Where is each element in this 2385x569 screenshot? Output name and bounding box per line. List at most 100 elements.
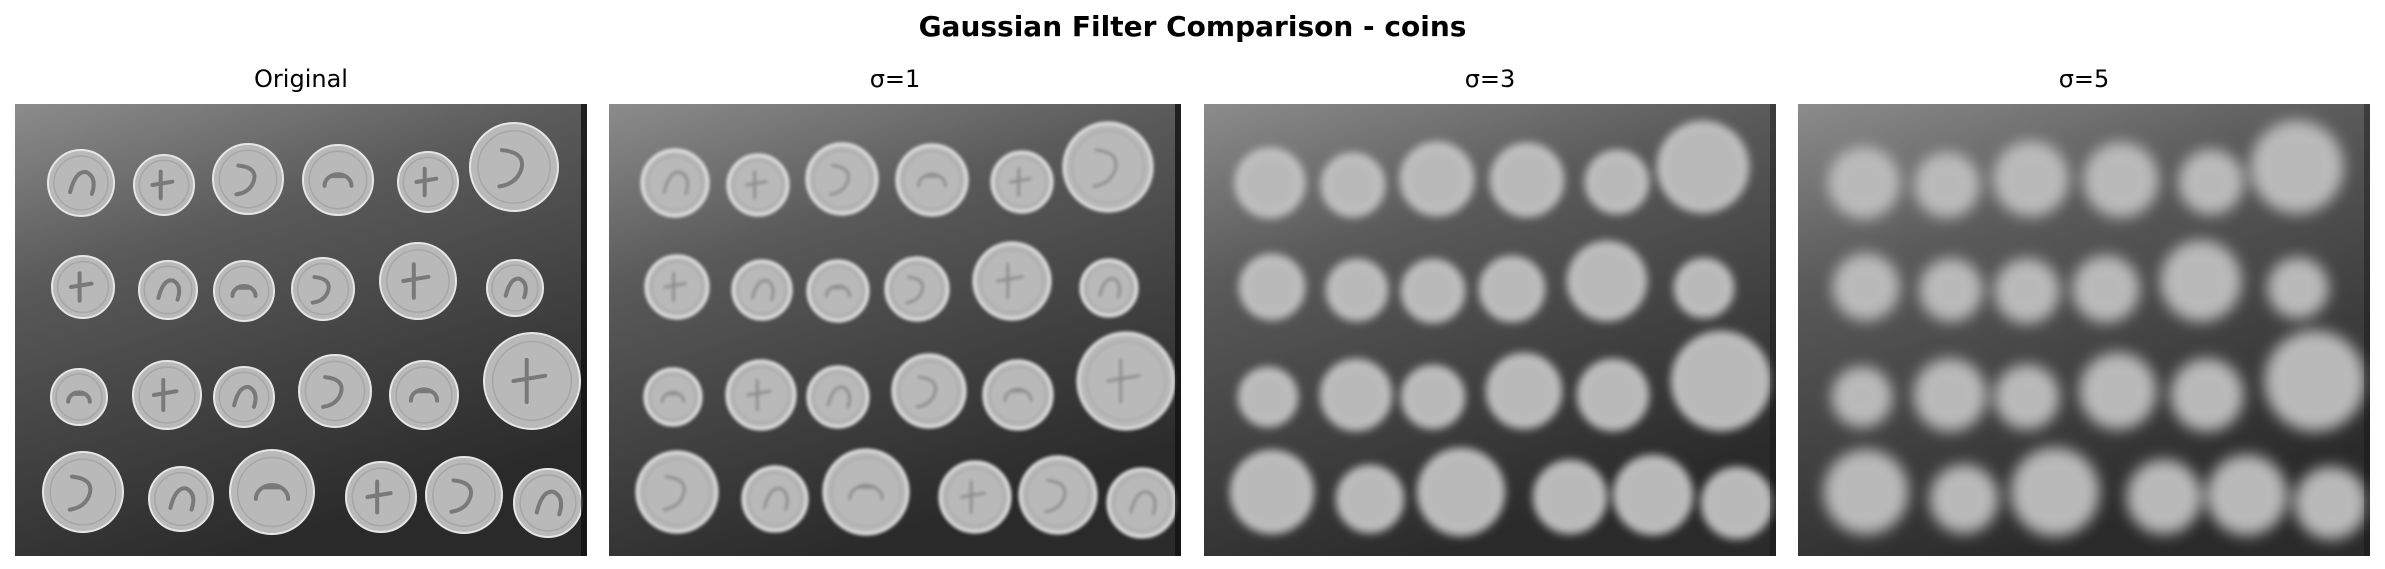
coin (229, 449, 315, 535)
coin (132, 360, 202, 430)
coin (1577, 359, 1649, 431)
coin (1401, 365, 1465, 429)
coin (1079, 258, 1139, 318)
coin (1486, 353, 1562, 429)
coin (138, 260, 198, 320)
coin (42, 451, 124, 533)
coin (2207, 455, 2287, 535)
coin (1321, 153, 1385, 217)
coin (513, 468, 583, 538)
coin (1326, 259, 1388, 321)
coin (1613, 455, 1693, 535)
coin (805, 142, 879, 216)
coin (148, 466, 214, 532)
panel-title-original: Original (254, 65, 348, 93)
coin (725, 359, 797, 431)
coin (302, 144, 374, 216)
image-edge-shadow (1770, 104, 1776, 556)
coin (1238, 367, 1298, 427)
coin (2161, 241, 2241, 321)
coin (47, 149, 115, 217)
coin (822, 448, 910, 536)
coin (1824, 450, 1908, 534)
coin (982, 359, 1054, 431)
coin (1490, 143, 1564, 217)
coin (726, 153, 790, 217)
coins-sigma-5-image (1798, 104, 2370, 556)
coin (1914, 359, 1986, 431)
image-edge-shadow (2364, 104, 2370, 556)
coin (298, 354, 372, 428)
coin (1533, 460, 1607, 534)
coin (731, 259, 793, 321)
coin (1479, 256, 1545, 322)
coin (2171, 359, 2243, 431)
coin (644, 254, 710, 320)
coin (1320, 359, 1392, 431)
coin (938, 460, 1012, 534)
coin (483, 332, 581, 430)
coin (2251, 121, 2343, 213)
coin (2073, 256, 2139, 322)
coin (1400, 142, 1474, 216)
coin (2295, 467, 2367, 539)
coin (213, 366, 275, 428)
coin (640, 148, 710, 218)
coin (635, 450, 719, 534)
coin (1235, 148, 1305, 218)
panel-title-sigma-5: σ=5 (2058, 65, 2110, 93)
coin (486, 259, 544, 317)
coin (1336, 465, 1404, 533)
coin (1995, 259, 2059, 323)
coin (1076, 331, 1176, 431)
panel-sigma-3: σ=3 (1204, 64, 1776, 556)
coin (1401, 259, 1465, 323)
coin (1657, 121, 1749, 213)
coin (1994, 142, 2068, 216)
coin (1701, 467, 1773, 539)
coin (1671, 331, 1771, 431)
coin (345, 461, 417, 533)
coin (397, 151, 459, 213)
coin (1567, 241, 1647, 321)
coin (643, 367, 703, 427)
panel-title-sigma-3: σ=3 (1464, 65, 1516, 93)
coin (425, 456, 503, 534)
coin (1915, 153, 1979, 217)
coin (1674, 258, 1734, 318)
coin (1920, 259, 1982, 321)
panel-sigma-1: σ=1 (609, 64, 1181, 556)
coin (1829, 148, 1899, 218)
coin (895, 143, 969, 217)
coins-sigma-1-image (609, 104, 1181, 556)
coin (1417, 448, 1505, 536)
coins-sigma-3-image (1204, 104, 1776, 556)
coin (2268, 258, 2328, 318)
coin (1018, 455, 1098, 535)
coin (1585, 150, 1649, 214)
coin (1230, 450, 1314, 534)
coin (806, 365, 870, 429)
coin (133, 154, 195, 216)
coins-original-image (15, 104, 587, 556)
coin (51, 255, 115, 319)
coin (2084, 143, 2158, 217)
coin (2011, 448, 2099, 536)
coin (990, 150, 1054, 214)
coin (1995, 365, 2059, 429)
figure-title: Gaussian Filter Comparison - coins (918, 10, 1467, 43)
coin (389, 360, 459, 430)
image-edge-shadow (1175, 104, 1181, 556)
coin (2265, 331, 2365, 431)
coin (741, 465, 809, 533)
panel-original: Original (15, 64, 587, 556)
panel-title-sigma-1: σ=1 (869, 65, 921, 93)
coin (2080, 353, 2156, 429)
coin (1062, 121, 1154, 213)
image-edge-shadow (581, 104, 587, 556)
coin (50, 368, 108, 426)
coin (291, 257, 355, 321)
coin (891, 353, 967, 429)
coin (884, 256, 950, 322)
coin (2127, 460, 2201, 534)
